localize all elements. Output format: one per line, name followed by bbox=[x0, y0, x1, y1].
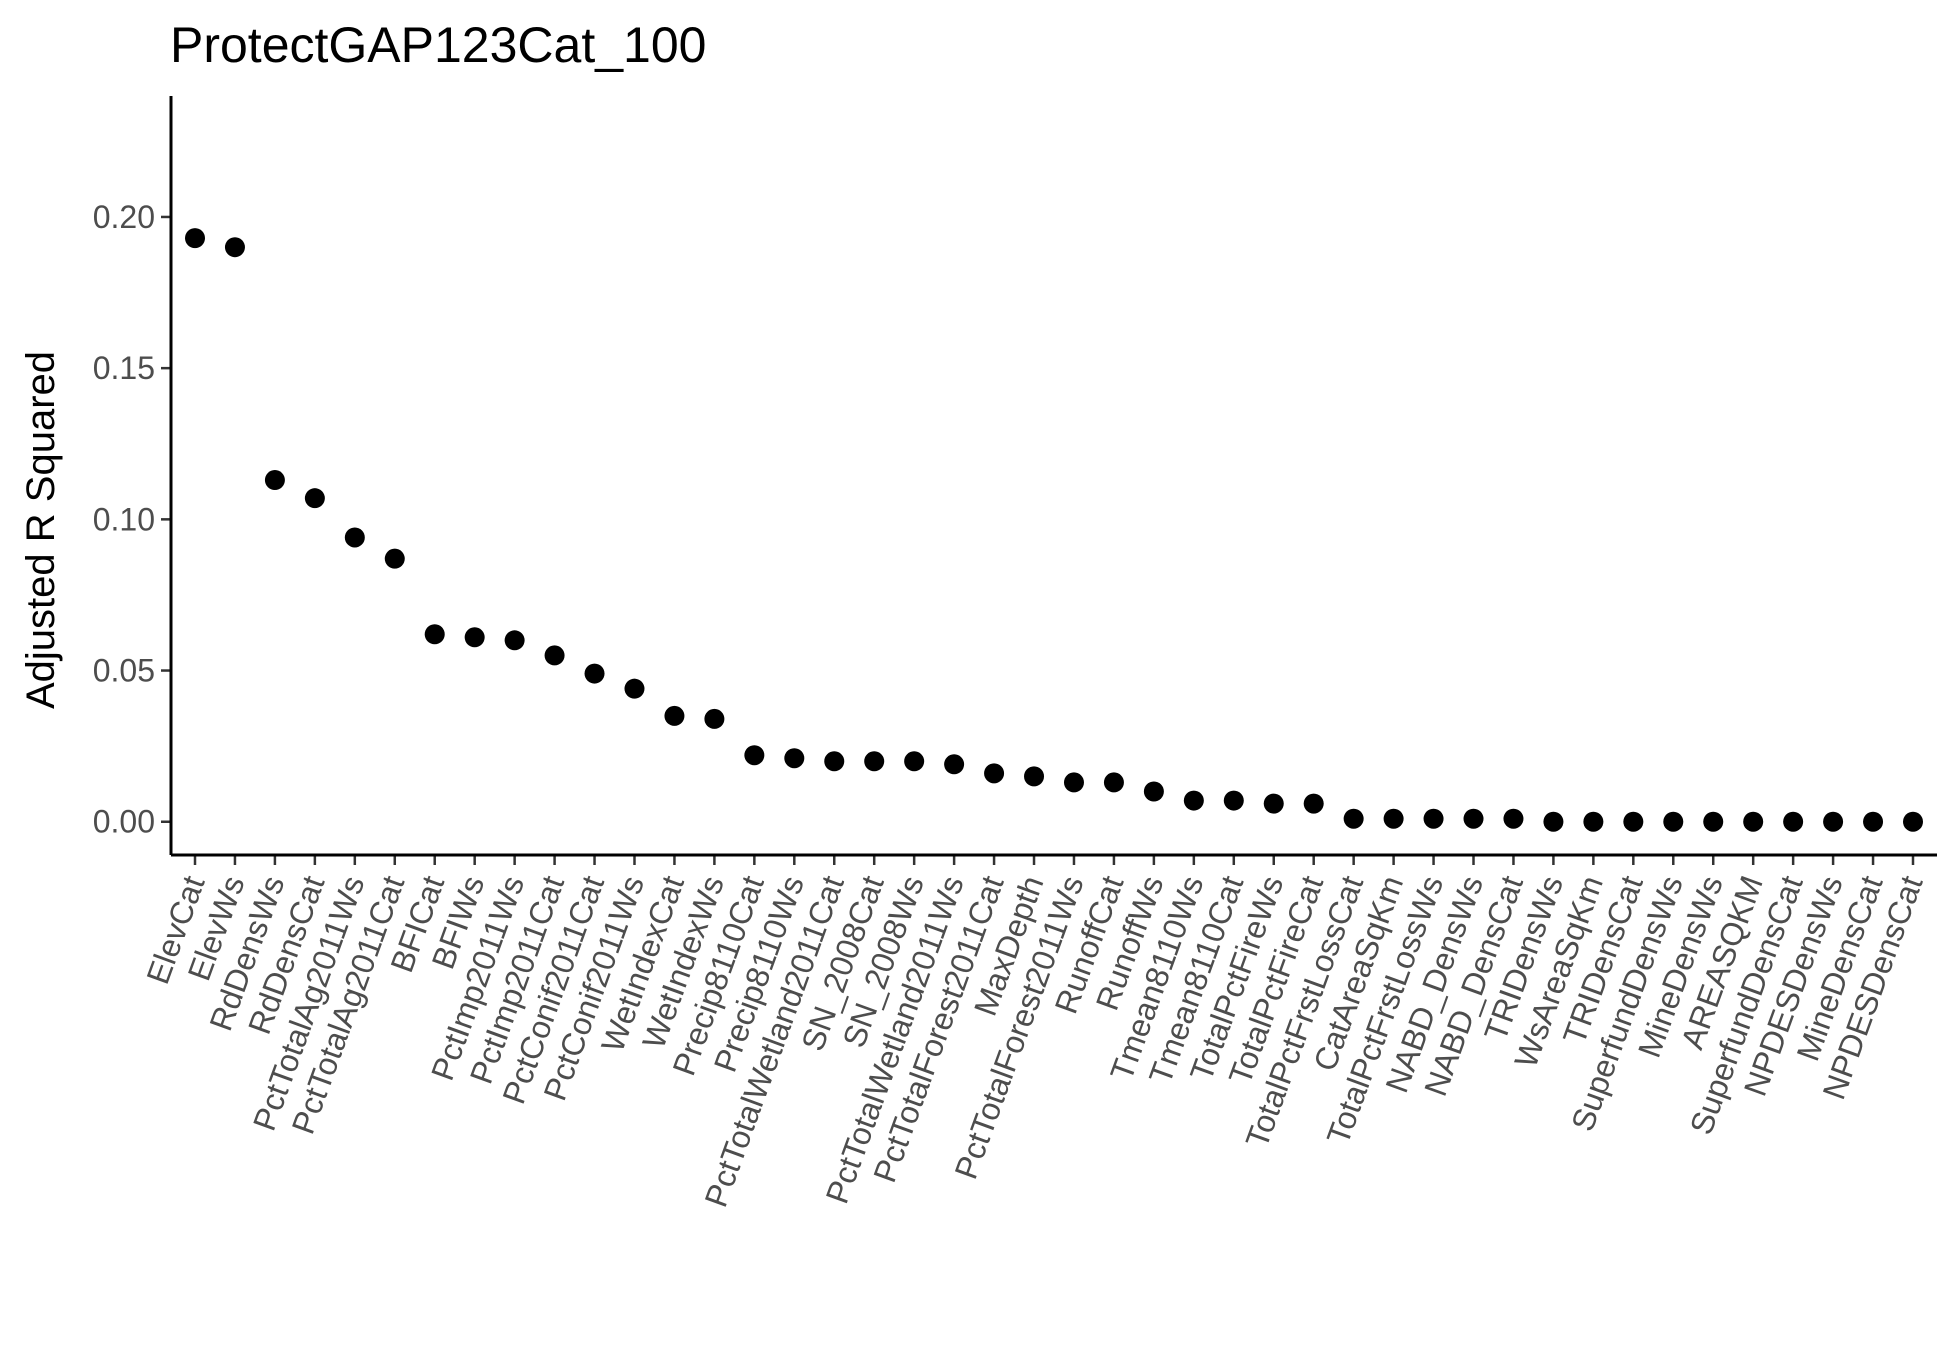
data-point bbox=[1703, 811, 1724, 832]
data-point bbox=[464, 627, 485, 648]
x-axis-ticks: ElevCatElevWsRdDensWsRdDensCatPctTotalAg… bbox=[139, 855, 1930, 1212]
data-point bbox=[384, 548, 405, 569]
data-point bbox=[185, 228, 205, 249]
data-point bbox=[424, 624, 445, 645]
data-point bbox=[584, 663, 605, 684]
data-point bbox=[1263, 793, 1284, 814]
data-point bbox=[1063, 772, 1084, 793]
data-point bbox=[1583, 811, 1604, 832]
y-tick-label: 0.20 bbox=[93, 199, 155, 235]
y-axis-ticks: 0.00 0.05 0.10 0.15 0.20 bbox=[93, 199, 171, 840]
data-point bbox=[904, 751, 925, 772]
data-point bbox=[624, 678, 645, 699]
data-point bbox=[824, 751, 845, 772]
data-point bbox=[1623, 811, 1644, 832]
data-point bbox=[1024, 766, 1045, 787]
data-point bbox=[1303, 793, 1324, 814]
data-point bbox=[1743, 811, 1764, 832]
y-tick-label: 0.00 bbox=[93, 804, 155, 840]
data-point bbox=[704, 708, 725, 729]
data-point bbox=[1503, 808, 1524, 829]
data-point bbox=[1663, 811, 1684, 832]
data-point bbox=[544, 645, 565, 666]
data-point bbox=[784, 748, 805, 769]
data-point bbox=[744, 745, 765, 766]
data-point bbox=[504, 630, 525, 651]
y-axis-label: Adjusted R Squared bbox=[19, 351, 63, 709]
data-point bbox=[1183, 790, 1204, 811]
data-point bbox=[1823, 811, 1844, 832]
y-tick-label: 0.10 bbox=[93, 501, 155, 537]
data-point bbox=[984, 763, 1005, 784]
data-point bbox=[224, 237, 245, 258]
data-point bbox=[664, 705, 685, 726]
data-point bbox=[1863, 811, 1884, 832]
data-point bbox=[1103, 772, 1124, 793]
data-point bbox=[1783, 811, 1804, 832]
data-point bbox=[1463, 808, 1484, 829]
y-tick-label: 0.15 bbox=[93, 350, 155, 386]
data-point bbox=[344, 527, 365, 548]
y-tick-label: 0.05 bbox=[93, 653, 155, 689]
data-point bbox=[944, 754, 965, 775]
data-point bbox=[1143, 781, 1164, 802]
data-point bbox=[1343, 808, 1364, 829]
data-point bbox=[1543, 811, 1564, 832]
data-point bbox=[1223, 790, 1244, 811]
data-point bbox=[304, 488, 325, 509]
chart-title: ProtectGAP123Cat_100 bbox=[170, 17, 706, 73]
data-points bbox=[185, 228, 1923, 832]
data-point bbox=[864, 751, 885, 772]
data-point bbox=[264, 470, 285, 491]
data-point bbox=[1903, 811, 1923, 832]
data-point bbox=[1383, 808, 1404, 829]
data-point bbox=[1423, 808, 1444, 829]
